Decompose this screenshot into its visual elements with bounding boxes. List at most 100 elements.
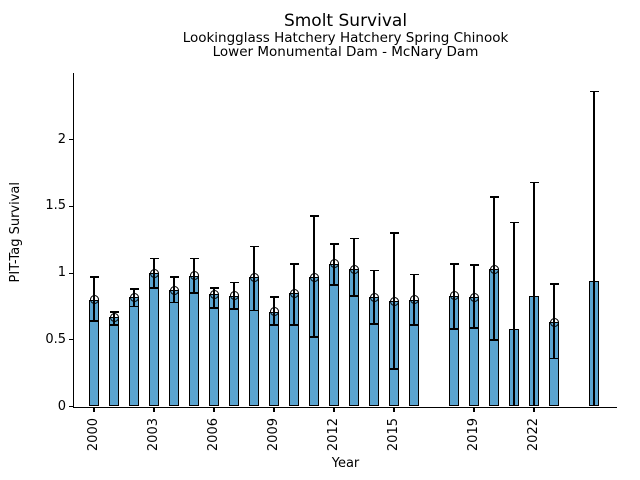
point-marker-2013 bbox=[349, 264, 359, 274]
errorbar-cap-top-2007 bbox=[229, 281, 239, 284]
x-tick-label: 2012 bbox=[326, 417, 341, 451]
bar-2006 bbox=[209, 294, 219, 407]
errorbar-cap-bottom-2020 bbox=[489, 339, 499, 341]
point-marker-2005 bbox=[189, 271, 199, 281]
bar-2001 bbox=[109, 317, 119, 407]
errorbar-cap-top-2018 bbox=[449, 262, 459, 265]
errorbar-cap-top-2006 bbox=[209, 286, 219, 289]
x-tick bbox=[473, 407, 475, 412]
x-tick bbox=[213, 407, 215, 412]
errorbar-cap-top-2021 bbox=[509, 221, 519, 224]
point-marker-2018 bbox=[449, 291, 459, 301]
errorbar-cap-top-2019 bbox=[469, 264, 479, 266]
errorbar-cap-bottom-2023 bbox=[549, 357, 559, 360]
x-tick bbox=[393, 407, 395, 412]
chart-subtitle-line1: Lookingglass Hatchery Hatchery Spring Ch… bbox=[182, 30, 509, 46]
y-tick bbox=[69, 405, 73, 408]
y-tick bbox=[69, 272, 73, 274]
point-marker-2009 bbox=[269, 307, 279, 317]
y-tick-label: 2 bbox=[57, 131, 66, 147]
chart-subtitle-line2: Lower Monumental Dam - McNary Dam bbox=[212, 44, 479, 60]
point-marker-2003 bbox=[149, 268, 159, 278]
x-tick bbox=[533, 407, 535, 412]
errorbar-cap-top-2013 bbox=[349, 237, 359, 240]
errorbar-2025 bbox=[593, 91, 595, 406]
errorbar-cap-top-2003 bbox=[149, 257, 159, 260]
errorbar-cap-bottom-2004 bbox=[169, 301, 179, 304]
errorbar-cap-bottom-2015 bbox=[389, 368, 399, 370]
point-marker-2011 bbox=[309, 272, 319, 282]
errorbar-cap-bottom-2001 bbox=[109, 324, 119, 326]
x-tick-label: 2022 bbox=[526, 417, 541, 451]
x-tick bbox=[273, 407, 275, 412]
bar-2003 bbox=[149, 273, 159, 407]
point-marker-2007 bbox=[229, 291, 239, 301]
errorbar-cap-bottom-2008 bbox=[249, 309, 259, 312]
point-marker-2014 bbox=[369, 292, 379, 302]
errorbar-cap-top-2011 bbox=[309, 214, 319, 217]
errorbar-cap-bottom-2003 bbox=[149, 286, 159, 289]
errorbar-cap-top-2001 bbox=[109, 310, 119, 313]
x-tick-label: 2015 bbox=[386, 417, 401, 451]
x-tick bbox=[153, 407, 155, 412]
bar-2002 bbox=[129, 297, 139, 407]
errorbar-cap-bottom-2012 bbox=[329, 284, 339, 286]
errorbar-cap-bottom-2007 bbox=[229, 308, 239, 310]
y-tick-label: 0 bbox=[57, 398, 66, 414]
errorbar-cap-top-2022 bbox=[529, 181, 539, 184]
x-axis-spine bbox=[72, 406, 617, 408]
errorbar-cap-top-2014 bbox=[369, 269, 379, 272]
bar-2007 bbox=[229, 295, 239, 407]
bar-2005 bbox=[189, 275, 199, 407]
point-marker-2006 bbox=[209, 289, 219, 299]
errorbar-cap-top-2025 bbox=[589, 90, 599, 93]
y-tick bbox=[69, 205, 73, 208]
x-tick-label: 2019 bbox=[466, 417, 481, 451]
y-axis-spine bbox=[72, 73, 75, 408]
point-marker-2004 bbox=[169, 285, 179, 295]
bar-2004 bbox=[169, 290, 179, 407]
point-marker-2010 bbox=[289, 288, 299, 298]
errorbar-cap-bottom-2005 bbox=[189, 292, 199, 294]
errorbar-cap-top-2012 bbox=[329, 242, 339, 245]
errorbar-cap-bottom-2011 bbox=[309, 336, 319, 338]
errorbar-cap-bottom-2000 bbox=[89, 320, 99, 322]
point-marker-2012 bbox=[329, 259, 339, 269]
chart-title: Smolt Survival bbox=[283, 11, 408, 31]
errorbar-cap-bottom-2010 bbox=[289, 324, 299, 326]
x-tick-label: 2003 bbox=[146, 417, 161, 451]
errorbar-cap-top-2010 bbox=[289, 262, 299, 265]
bar-2009 bbox=[269, 311, 279, 407]
point-marker-2016 bbox=[409, 295, 419, 305]
point-marker-2020 bbox=[489, 264, 499, 274]
errorbar-cap-bottom-2016 bbox=[409, 324, 419, 326]
errorbar-cap-top-2005 bbox=[189, 257, 199, 260]
errorbar-cap-bottom-2002 bbox=[129, 305, 139, 308]
point-marker-2019 bbox=[469, 292, 479, 302]
errorbar-cap-top-2023 bbox=[549, 282, 559, 285]
errorbar-cap-top-2002 bbox=[129, 288, 139, 290]
x-tick-label: 2006 bbox=[206, 417, 221, 451]
errorbar-cap-top-2016 bbox=[409, 273, 419, 276]
errorbar-cap-bottom-2006 bbox=[209, 306, 219, 309]
point-marker-2008 bbox=[249, 272, 259, 282]
errorbar-cap-bottom-2013 bbox=[349, 294, 359, 297]
errorbar-cap-top-2020 bbox=[489, 196, 499, 198]
x-tick-label: 2000 bbox=[86, 417, 101, 451]
y-tick bbox=[69, 139, 73, 141]
point-marker-2001 bbox=[109, 312, 119, 322]
point-marker-2000 bbox=[89, 295, 99, 305]
errorbar-cap-bottom-2019 bbox=[469, 326, 479, 329]
point-marker-2023 bbox=[549, 317, 559, 327]
y-tick bbox=[69, 339, 73, 341]
y-tick-label: 0.5 bbox=[45, 331, 66, 347]
x-tick bbox=[333, 407, 335, 412]
x-axis-label: Year bbox=[331, 456, 360, 471]
errorbar-2021 bbox=[513, 222, 515, 406]
errorbar-cap-bottom-2018 bbox=[449, 328, 459, 330]
point-marker-2015 bbox=[389, 296, 399, 306]
errorbar-cap-bottom-2009 bbox=[269, 324, 279, 326]
errorbar-cap-top-2000 bbox=[89, 276, 99, 278]
